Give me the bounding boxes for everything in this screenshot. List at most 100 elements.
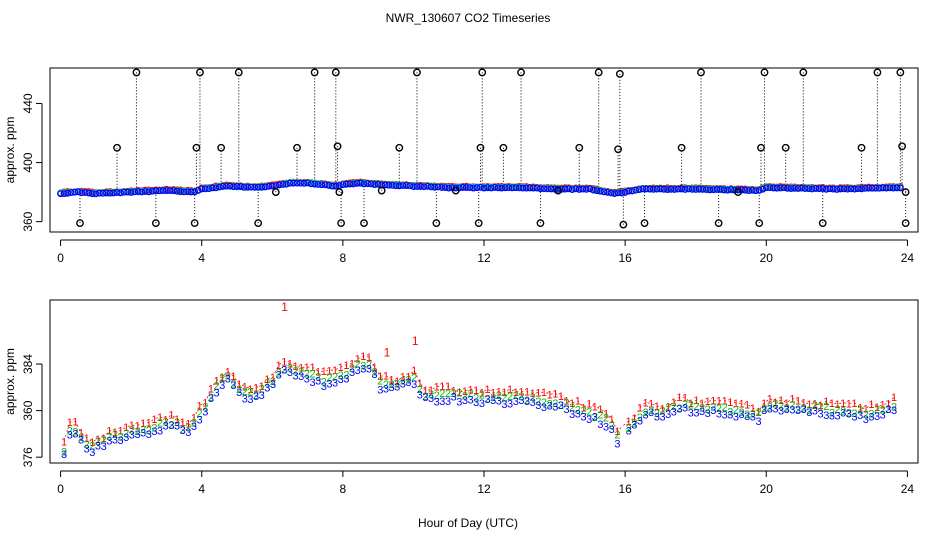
series-1-point: 1	[236, 379, 242, 391]
series-1-point: 1	[468, 384, 474, 396]
series-3-point: 3	[89, 447, 95, 459]
baseline-point	[240, 183, 248, 191]
baseline-point	[667, 185, 675, 193]
series-2-point: 2	[569, 402, 575, 414]
series-2-point: 2	[191, 418, 197, 430]
y-tick-label: 360	[21, 400, 35, 420]
series-1-point: 1	[772, 397, 778, 409]
baseline-point	[836, 185, 844, 193]
series-3-point: 3	[321, 381, 327, 393]
series-1-point: 1	[343, 360, 349, 372]
series-1-point: 1	[451, 385, 457, 397]
series-1-point: 1	[643, 397, 649, 409]
series-2-point: 2	[259, 383, 265, 395]
baseline-point	[727, 186, 735, 193]
y-axis: 360 400 440	[21, 93, 43, 232]
series-2-point: 2	[682, 399, 688, 411]
series-1-point: 1	[795, 395, 801, 407]
series-3-point: 3	[213, 388, 219, 400]
outlier-point	[499, 143, 508, 152]
baseline-point	[487, 184, 495, 192]
series-3-point: 3	[840, 407, 846, 419]
baseline-point	[155, 187, 163, 195]
baseline-point	[512, 184, 520, 192]
outlier-point	[517, 68, 525, 77]
baseline-point	[441, 184, 449, 192]
series-2-point: 2	[767, 401, 773, 413]
series-3-point: 3	[727, 410, 733, 422]
outlier-point	[781, 143, 790, 152]
baseline-point	[491, 183, 498, 191]
series-1-point: 1	[276, 360, 282, 372]
series-1-point: 1	[157, 412, 163, 424]
outlier-point	[873, 68, 882, 77]
baseline-point	[473, 184, 481, 192]
baseline-point	[88, 190, 96, 198]
series-2-point: 2	[496, 390, 502, 402]
series-1-point: 1	[880, 400, 886, 412]
series-3-point: 3	[530, 397, 536, 409]
series-2-point: 2	[468, 388, 474, 400]
series-2-point: 2	[739, 407, 745, 419]
series-3-point: 3	[885, 404, 891, 416]
series-3-point: 3	[586, 414, 592, 426]
y-tick-label: 360	[21, 211, 35, 231]
baseline-point	[741, 186, 749, 194]
baseline-point	[872, 184, 880, 192]
series-3-point: 3	[846, 409, 852, 421]
baseline-point	[92, 190, 100, 198]
series-3-point: 3	[535, 400, 541, 412]
series-1-point: 1	[338, 362, 344, 374]
baseline-point	[205, 185, 213, 193]
series-3-point: 3	[688, 407, 694, 419]
series-1-point: 1	[242, 381, 248, 393]
series-2-point: 2	[688, 399, 694, 411]
y-tick-label: 376	[21, 447, 35, 467]
baseline-point	[328, 182, 336, 190]
series-3-point: 3	[744, 411, 750, 423]
series-3-point: 3	[338, 374, 344, 386]
series-2-point: 2	[891, 402, 897, 414]
series-1-point: 1	[564, 396, 570, 408]
series-1-point: 1	[168, 410, 174, 422]
series-2-point: 2	[490, 392, 496, 404]
baseline-point	[106, 189, 114, 197]
series-1-point: 1	[654, 401, 660, 413]
series-1-point: 1	[377, 371, 383, 383]
series-3-point: 3	[78, 434, 84, 446]
series-3-point: 3	[501, 399, 507, 411]
series-3-point: 3	[270, 379, 276, 391]
outlier-point	[760, 68, 769, 77]
baseline-point	[505, 184, 513, 192]
series-3-point: 3	[326, 379, 332, 391]
baseline-point	[212, 184, 220, 192]
baseline-point	[353, 179, 361, 187]
series-3-point: 3	[293, 370, 299, 382]
series-2-point: 2	[270, 376, 276, 388]
series-2-point: 2	[880, 404, 886, 416]
series-2-point: 2	[733, 405, 739, 417]
series-3-point: 3	[812, 405, 818, 417]
series-2-point: 2	[456, 388, 462, 400]
series-2-point: 2	[552, 398, 558, 410]
series-2-point: 2	[597, 410, 603, 422]
baseline-point	[180, 188, 188, 196]
outlier-point	[377, 186, 386, 195]
series-3-point: 3	[468, 395, 474, 407]
baseline-point	[194, 187, 202, 194]
series-3-point: 3	[755, 416, 761, 428]
series-3-point: 3	[394, 382, 400, 394]
baseline-point	[325, 181, 333, 189]
series-3-point: 3	[818, 409, 824, 421]
series-1-point: 1	[321, 366, 327, 378]
baseline-point	[568, 186, 576, 193]
baseline-point	[745, 187, 753, 195]
baseline-point	[360, 180, 368, 188]
baseline-point	[498, 184, 506, 192]
series-3-point: 3	[67, 430, 73, 442]
baseline-point	[120, 188, 128, 196]
series-3-point: 3	[648, 407, 654, 419]
series-3-point: 3	[118, 435, 124, 447]
baseline-point	[794, 185, 802, 192]
series-3-point: 3	[569, 409, 575, 421]
